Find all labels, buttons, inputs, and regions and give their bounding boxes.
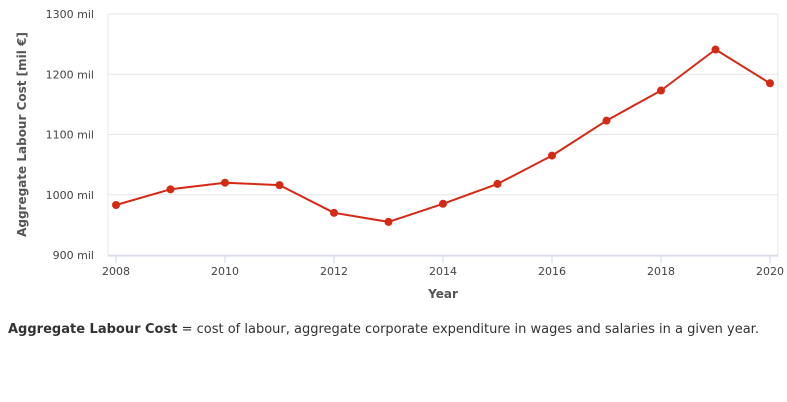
y-tick-label: 1200 mil — [46, 68, 94, 81]
gridlines — [107, 13, 779, 256]
footnote-definition: = cost of labour, aggregate corporate ex… — [177, 322, 759, 337]
data-point[interactable] — [112, 200, 120, 209]
y-tick-label: 900 mil — [53, 249, 94, 262]
x-tick-label: 2014 — [429, 265, 457, 278]
x-tick-label: 2012 — [320, 265, 348, 278]
data-point[interactable] — [275, 181, 284, 190]
x-tick-label: 2020 — [756, 265, 784, 278]
data-point[interactable] — [602, 116, 611, 125]
data-point[interactable] — [166, 185, 175, 194]
x-axis-title: Year — [427, 287, 458, 301]
x-axis-ticks: 2008 2010 2012 2014 2016 2018 2020 — [102, 256, 784, 278]
data-point[interactable] — [493, 179, 502, 188]
data-point[interactable] — [330, 208, 338, 217]
data-point[interactable] — [384, 217, 393, 226]
chart-footnote: Aggregate Labour Cost = cost of labour, … — [8, 322, 759, 337]
data-point[interactable] — [548, 151, 556, 160]
data-point[interactable] — [439, 199, 447, 208]
y-tick-label: 1100 mil — [46, 129, 94, 142]
series-line — [115, 48, 771, 223]
x-tick-label: 2010 — [211, 265, 239, 278]
y-tick-label: 1300 mil — [46, 8, 94, 21]
y-tick-label: 1000 mil — [46, 189, 94, 202]
data-point[interactable] — [766, 79, 774, 88]
footnote-term: Aggregate Labour Cost — [8, 322, 178, 337]
y-axis-title: Aggregate Labour Cost [mil €] — [15, 32, 29, 237]
y-axis-ticks: 900 mil 1000 mil 1100 mil 1200 mil 1300 mil — [46, 8, 94, 262]
data-point[interactable] — [711, 45, 720, 54]
x-tick-label: 2008 — [102, 265, 130, 278]
series-line-group — [112, 45, 774, 226]
data-point[interactable] — [221, 178, 229, 187]
x-tick-label: 2016 — [538, 265, 566, 278]
data-point[interactable] — [657, 86, 665, 95]
x-tick-label: 2018 — [647, 265, 675, 278]
